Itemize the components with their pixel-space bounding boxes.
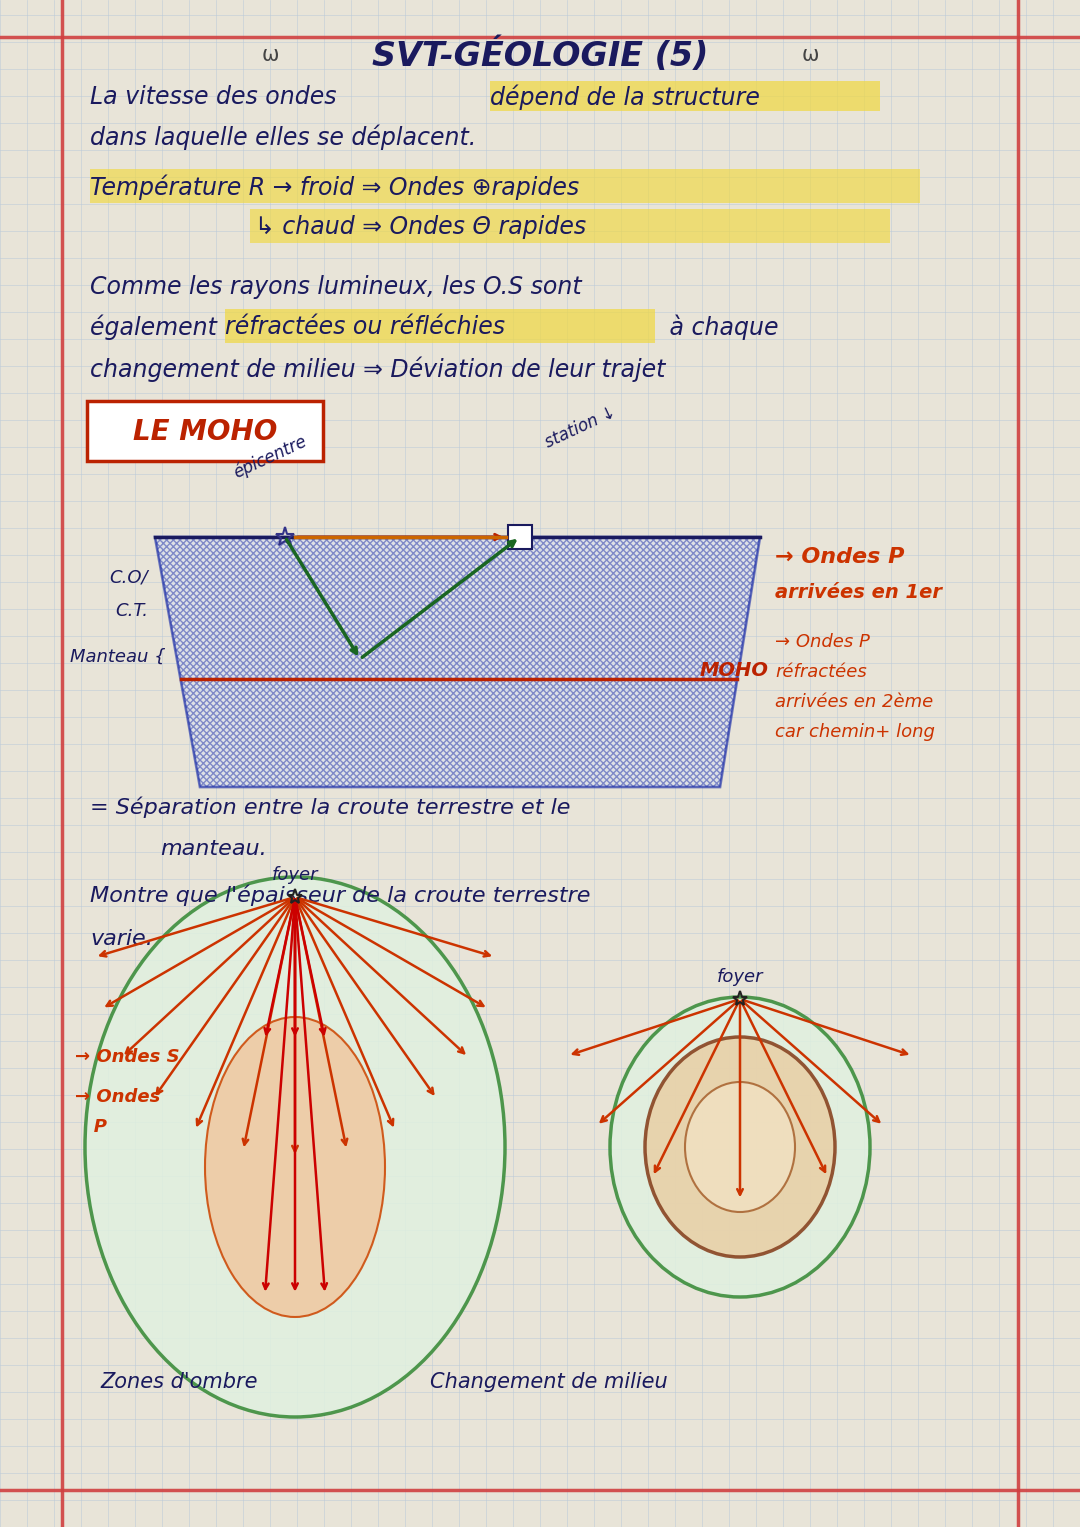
Text: station ↓: station ↓ <box>542 403 619 452</box>
Text: Comme les rayons lumineux, les O.S sont: Comme les rayons lumineux, les O.S sont <box>90 275 582 299</box>
Bar <box>225 308 654 344</box>
Text: dans laquelle elles se déplacent.: dans laquelle elles se déplacent. <box>90 124 476 150</box>
Text: SVT-GÉOLOGIE (5): SVT-GÉOLOGIE (5) <box>372 37 708 73</box>
Ellipse shape <box>645 1037 835 1257</box>
Text: ω: ω <box>801 44 819 66</box>
FancyBboxPatch shape <box>87 402 323 461</box>
Text: épicentre: épicentre <box>230 432 310 483</box>
Bar <box>249 209 890 243</box>
Text: Température R → froid ⇒ Ondes ⊕rapides: Température R → froid ⇒ Ondes ⊕rapides <box>90 174 579 200</box>
Text: dépend de la structure: dépend de la structure <box>490 84 760 110</box>
Text: varie.: varie. <box>90 928 153 948</box>
Text: Manteau {: Manteau { <box>70 647 165 666</box>
Text: C.O/: C.O/ <box>109 568 148 586</box>
Polygon shape <box>156 538 760 786</box>
Text: Zones d'ombre: Zones d'ombre <box>100 1371 257 1393</box>
Text: LE MOHO: LE MOHO <box>133 418 278 446</box>
Text: ↳ chaud ⇒ Ondes Θ rapides: ↳ chaud ⇒ Ondes Θ rapides <box>255 215 586 240</box>
Text: → Ondes P: → Ondes P <box>775 634 869 651</box>
Text: arrivées en 1er: arrivées en 1er <box>775 582 942 602</box>
Text: = Séparation entre la croute terrestre et le: = Séparation entre la croute terrestre e… <box>90 796 570 818</box>
Text: Montre que l'épaisseur de la croute terrestre: Montre que l'épaisseur de la croute terr… <box>90 884 591 906</box>
Text: à chaque: à chaque <box>662 315 779 339</box>
Ellipse shape <box>205 1017 384 1316</box>
Text: ω: ω <box>261 44 279 66</box>
Bar <box>490 81 880 111</box>
Ellipse shape <box>610 997 870 1296</box>
Text: C.T.: C.T. <box>114 602 148 620</box>
Text: réfractées ou réfléchies: réfractées ou réfléchies <box>225 315 505 339</box>
Text: → Ondes P: → Ondes P <box>775 547 904 567</box>
Text: réfractées: réfractées <box>775 663 867 681</box>
Text: arrivées en 2ème: arrivées en 2ème <box>775 693 933 712</box>
Text: changement de milieu ⇒ Déviation de leur trajet: changement de milieu ⇒ Déviation de leur… <box>90 356 665 382</box>
Text: → Ondes: → Ondes <box>75 1089 160 1106</box>
Text: foyer: foyer <box>272 866 319 884</box>
Bar <box>90 169 920 203</box>
Text: → Ondes S: → Ondes S <box>75 1048 179 1066</box>
Text: également: également <box>90 315 225 339</box>
Text: P: P <box>75 1118 107 1136</box>
Text: foyer: foyer <box>717 968 764 986</box>
Text: Changement de milieu: Changement de milieu <box>430 1371 667 1393</box>
Ellipse shape <box>685 1083 795 1212</box>
Text: manteau.: manteau. <box>160 838 267 860</box>
Text: La vitesse des ondes: La vitesse des ondes <box>90 86 345 108</box>
Text: MOHO: MOHO <box>700 661 769 681</box>
Bar <box>508 525 532 550</box>
Text: car chemin+ long: car chemin+ long <box>775 722 935 741</box>
Ellipse shape <box>85 876 505 1417</box>
